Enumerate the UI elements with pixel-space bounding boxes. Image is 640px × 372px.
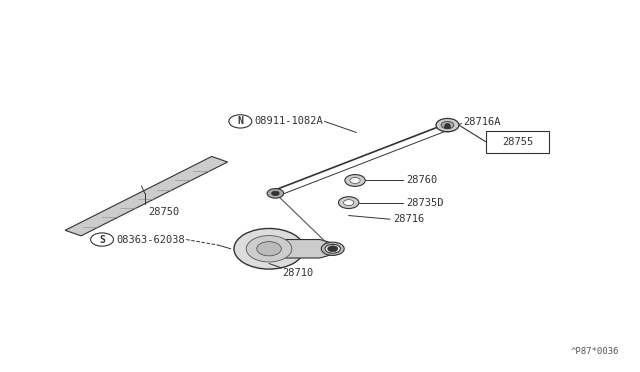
Circle shape — [339, 197, 359, 209]
Text: 28710: 28710 — [282, 268, 313, 278]
Polygon shape — [65, 157, 228, 236]
Circle shape — [234, 228, 304, 269]
Circle shape — [350, 177, 360, 183]
Circle shape — [271, 191, 279, 196]
Text: 28755: 28755 — [502, 137, 533, 147]
Circle shape — [328, 246, 338, 252]
Text: 28760: 28760 — [406, 176, 437, 186]
Circle shape — [91, 233, 113, 246]
Circle shape — [344, 200, 354, 206]
Text: 28716A: 28716A — [463, 118, 501, 128]
Circle shape — [229, 115, 252, 128]
Circle shape — [325, 244, 340, 253]
Text: ^P87*0036: ^P87*0036 — [571, 347, 620, 356]
Circle shape — [439, 122, 456, 132]
Circle shape — [445, 124, 450, 126]
Text: N: N — [237, 116, 243, 126]
Text: 28716: 28716 — [394, 214, 424, 224]
Polygon shape — [269, 240, 333, 258]
Circle shape — [444, 125, 451, 129]
Text: 28735D: 28735D — [406, 198, 444, 208]
Circle shape — [436, 118, 459, 132]
Circle shape — [321, 242, 344, 256]
Circle shape — [441, 121, 454, 129]
Text: S: S — [99, 234, 105, 244]
Text: 08363-62038: 08363-62038 — [116, 234, 185, 244]
Text: 08911-1082A: 08911-1082A — [254, 116, 323, 126]
FancyBboxPatch shape — [486, 131, 549, 153]
Circle shape — [345, 174, 365, 186]
Circle shape — [267, 189, 284, 198]
Text: 28750: 28750 — [148, 207, 179, 217]
Circle shape — [246, 235, 292, 262]
Circle shape — [257, 242, 282, 256]
